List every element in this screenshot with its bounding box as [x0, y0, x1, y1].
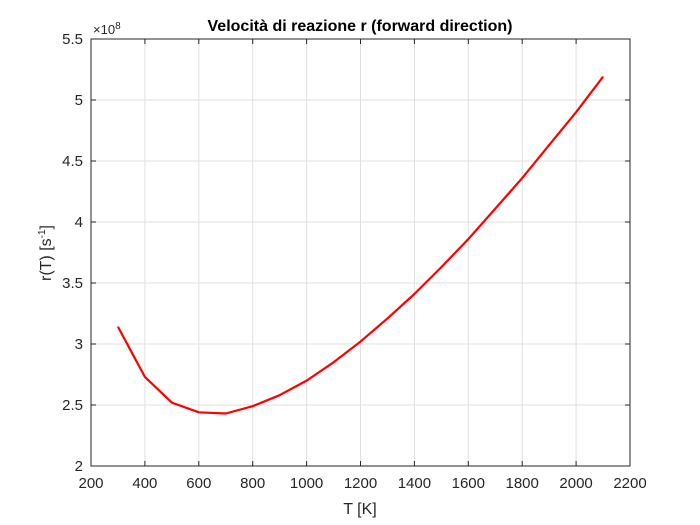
x-tick-label: 1400: [398, 475, 431, 492]
x-tick-label: 400: [132, 475, 157, 492]
data-point: [144, 376, 146, 378]
x-tick-label: 1600: [452, 475, 485, 492]
y-tick-label: 4.5: [62, 153, 83, 170]
y-tick-label: 2.5: [62, 397, 83, 414]
data-point: [252, 405, 254, 407]
x-tick-label: 1200: [344, 475, 377, 492]
series-layer: [117, 76, 604, 415]
data-point: [440, 266, 442, 268]
y-exponent-label: ×108: [93, 21, 121, 37]
x-tick-label: 1000: [290, 475, 323, 492]
data-point: [413, 293, 415, 295]
x-tick-label: 200: [78, 475, 103, 492]
data-point: [225, 412, 227, 415]
ticks: 200 400 600 800 1000 1200 1400 1600 1800 2000 2200…: [62, 31, 647, 492]
data-point: [359, 340, 362, 343]
x-axis-label: T [K]: [343, 501, 377, 518]
data-point: [467, 238, 469, 240]
x-tick-label: 1800: [506, 475, 539, 492]
data-point: [279, 394, 281, 396]
data-point: [575, 111, 577, 113]
data-point: [332, 361, 335, 363]
data-point: [386, 317, 389, 319]
y-tick-label: 4: [75, 214, 83, 231]
data-point: [548, 144, 550, 146]
y-tick-label: 2: [75, 458, 83, 475]
x-tick-label: 2000: [559, 475, 592, 492]
data-point: [306, 380, 308, 382]
data-point: [171, 401, 173, 404]
data-point: [521, 177, 523, 179]
x-tick-label: 800: [240, 475, 265, 492]
y-tick-label: 3: [75, 336, 83, 353]
y-tick-label: 5.5: [62, 31, 83, 48]
data-point: [198, 411, 200, 413]
x-tick-label: 2200: [613, 475, 646, 492]
data-point: [117, 326, 119, 328]
y-axis-label: r(T) [s-1]: [37, 225, 55, 281]
x-tick-label: 600: [186, 475, 211, 492]
y-tick-label: 5: [75, 92, 83, 109]
data-point: [602, 76, 604, 78]
chart-title: Velocità di reazione r (forward directio…: [208, 18, 513, 35]
data-point: [494, 207, 496, 210]
y-tick-label: 3.5: [62, 275, 83, 292]
